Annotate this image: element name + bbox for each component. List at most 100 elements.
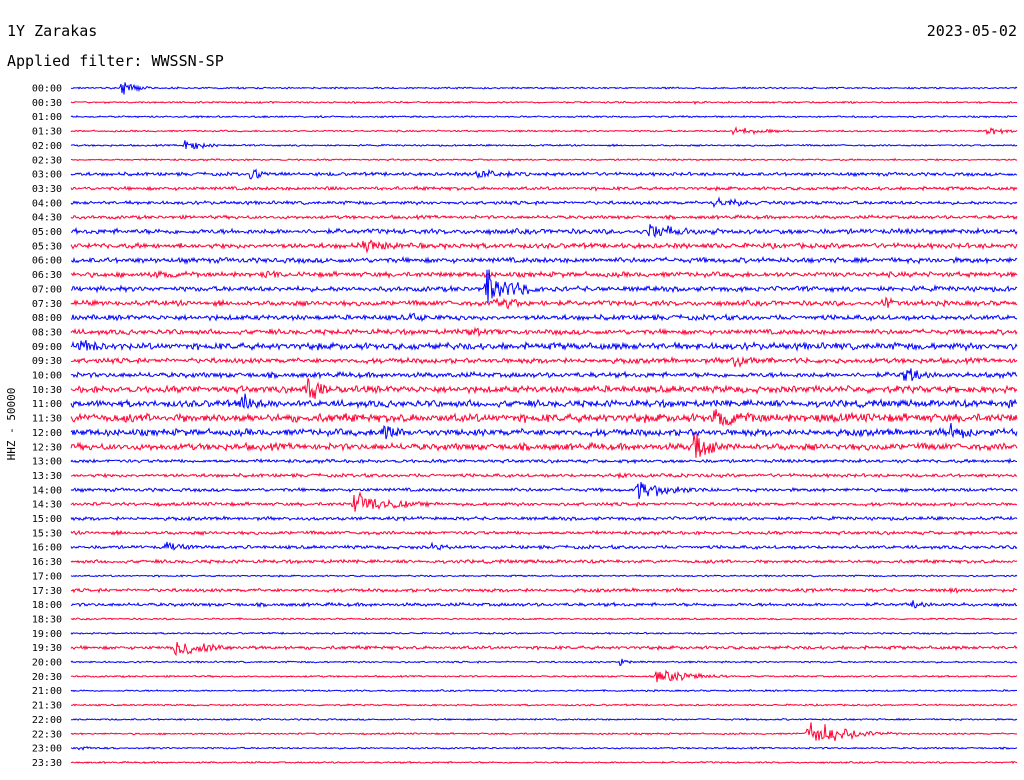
time-tick-label: 17:00 — [32, 571, 62, 582]
trace-line — [70, 722, 1018, 742]
trace-line — [71, 157, 1018, 162]
trace-line — [70, 326, 1018, 338]
station-title: 1Y Zarakas — [7, 22, 97, 40]
trace-line — [70, 586, 1018, 595]
time-tick-labels: 00:00 00:30 01:00 01:30 02:00 02:30 03:00 03:30… — [32, 84, 62, 769]
time-tick-label: 08:00 — [32, 313, 62, 324]
trace-line — [70, 641, 1018, 657]
time-tick-label: 20:00 — [32, 658, 62, 669]
trace-line — [70, 471, 1018, 480]
time-tick-label: 13:30 — [32, 471, 62, 482]
time-tick-label: 22:00 — [32, 715, 62, 726]
time-tick-label: 19:00 — [32, 629, 62, 640]
trace-line — [70, 515, 1018, 522]
trace-line — [70, 409, 1018, 427]
time-tick-label: 03:00 — [32, 170, 62, 181]
trace-line — [70, 312, 1018, 323]
time-tick-label: 22:30 — [32, 729, 62, 740]
trace-line — [70, 393, 1018, 410]
time-tick-label: 07:00 — [32, 284, 62, 295]
time-tick-label: 09:00 — [32, 342, 62, 353]
trace-line — [70, 196, 1018, 209]
trace-line — [70, 114, 1017, 119]
trace-line — [70, 558, 1018, 565]
time-tick-label: 11:30 — [32, 414, 62, 425]
trace-line — [70, 100, 1018, 106]
trace-line — [70, 423, 1018, 440]
date-label: 2023-05-02 — [927, 22, 1017, 40]
time-tick-label: 23:00 — [32, 744, 62, 755]
time-tick-label: 09:30 — [32, 356, 62, 367]
time-tick-label: 06:00 — [32, 256, 62, 267]
filter-label: Applied filter: WWSSN-SP — [7, 52, 224, 70]
time-tick-label: 10:30 — [32, 385, 62, 396]
time-tick-label: 16:00 — [32, 543, 62, 554]
trace-line — [70, 688, 1018, 693]
trace-line — [70, 529, 1018, 537]
trace-line — [70, 239, 1018, 254]
time-tick-label: 12:00 — [32, 428, 62, 439]
trace-line — [70, 185, 1018, 192]
trace-line — [70, 482, 1018, 500]
time-tick-label: 05:00 — [32, 227, 62, 238]
time-tick-label: 10:00 — [32, 371, 62, 382]
trace-line — [70, 760, 1018, 765]
time-tick-label: 15:00 — [32, 514, 62, 525]
trace-line — [70, 457, 1017, 465]
time-tick-label: 18:00 — [32, 600, 62, 611]
trace-line — [70, 574, 1018, 578]
time-tick-label: 06:30 — [32, 270, 62, 281]
time-tick-label: 00:30 — [32, 98, 62, 109]
trace-line — [70, 140, 1018, 150]
trace-line — [70, 658, 1018, 667]
trace-line — [70, 703, 1017, 707]
time-tick-label: 05:30 — [32, 241, 62, 252]
trace-line — [70, 126, 1018, 136]
time-tick-label: 00:00 — [32, 84, 62, 95]
time-tick-label: 02:00 — [32, 141, 62, 152]
time-tick-label: 03:30 — [32, 184, 62, 195]
trace-line — [70, 255, 1018, 265]
time-tick-label: 01:30 — [32, 127, 62, 138]
time-tick-label: 18:30 — [32, 614, 62, 625]
time-tick-label: 01:00 — [32, 112, 62, 123]
trace-line — [70, 368, 1018, 381]
time-tick-label: 12:30 — [32, 442, 62, 453]
time-tick-label: 11:00 — [32, 399, 62, 410]
trace-line — [70, 213, 1018, 221]
time-tick-label: 21:30 — [32, 701, 62, 712]
time-tick-label: 16:30 — [32, 557, 62, 568]
trace-line — [70, 339, 1018, 352]
trace-line — [70, 378, 1018, 400]
trace-line — [70, 617, 1018, 621]
time-tick-label: 07:30 — [32, 299, 62, 310]
trace-line — [70, 631, 1018, 635]
time-tick-label: 13:00 — [32, 457, 62, 468]
time-tick-label: 14:30 — [32, 500, 62, 511]
trace-line — [70, 600, 1018, 609]
time-tick-label: 04:00 — [32, 198, 62, 209]
trace-rows — [70, 82, 1018, 765]
trace-line — [70, 224, 1018, 239]
time-tick-label: 20:30 — [32, 672, 62, 683]
trace-line — [70, 491, 1018, 512]
time-tick-label: 15:30 — [32, 528, 62, 539]
trace-line — [70, 434, 1018, 458]
trace-line — [70, 269, 1018, 303]
time-tick-label: 14:00 — [32, 485, 62, 496]
time-tick-label: 02:30 — [32, 155, 62, 166]
channel-label: HHZ - 50000 — [5, 388, 18, 461]
trace-line — [70, 82, 1018, 95]
trace-line — [71, 717, 1018, 722]
trace-line — [70, 669, 1018, 683]
time-tick-label: 19:30 — [32, 643, 62, 654]
trace-line — [70, 168, 1018, 180]
time-tick-label: 23:30 — [32, 758, 62, 769]
trace-line — [70, 745, 1018, 751]
time-tick-label: 04:30 — [32, 213, 62, 224]
trace-line — [70, 269, 1018, 279]
trace-line — [70, 296, 1018, 310]
time-tick-label: 17:30 — [32, 586, 62, 597]
time-tick-label: 08:30 — [32, 327, 62, 338]
